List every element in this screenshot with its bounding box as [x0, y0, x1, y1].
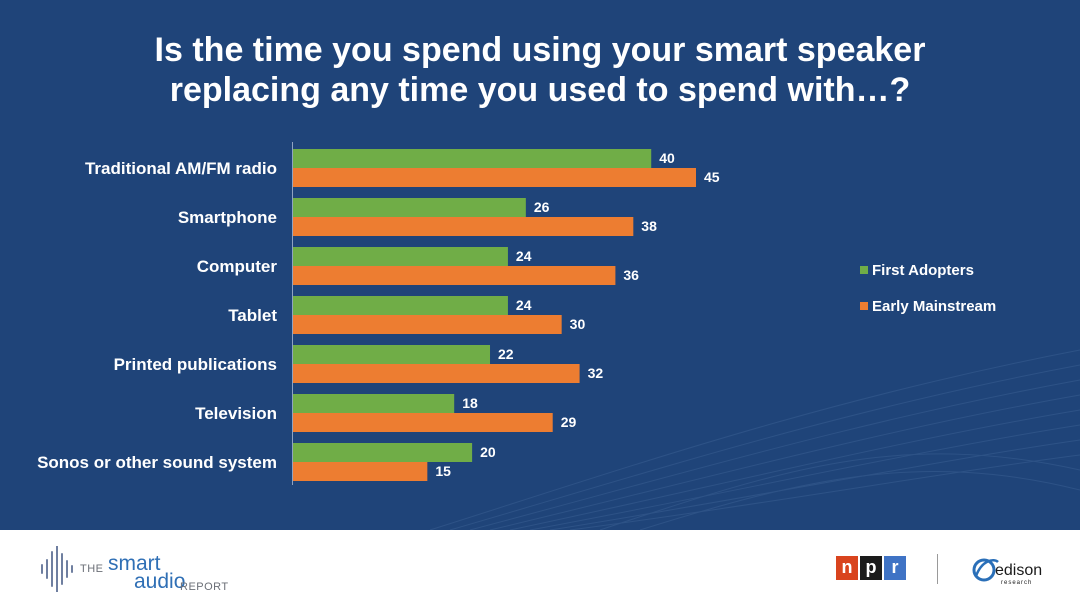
legend-item-first-adopters: First Adopters: [860, 262, 996, 280]
data-label-early-mainstream-printed-publications: 32: [588, 365, 604, 381]
bar-first-adopters-tablet: [293, 296, 508, 315]
legend-swatch-early-mainstream: [860, 302, 868, 310]
title-line-1: Is the time you spend using your smart s…: [154, 31, 926, 69]
bar-first-adopters-printed-publications: [293, 345, 491, 364]
bar-first-adopters-smartphone: [293, 198, 526, 217]
footer: THE smart audio REPORT n p r edison rese…: [0, 530, 1080, 608]
smart-audio-logo-report: REPORT: [180, 581, 229, 593]
soundwave-icon: [41, 546, 73, 592]
edison-logo-name: edison: [995, 562, 1043, 579]
bar-first-adopters-television: [293, 394, 455, 413]
bar-early-mainstream-printed-publications: [293, 364, 580, 383]
data-label-early-mainstream-tablet: 30: [570, 316, 586, 332]
bar-early-mainstream-tablet: [293, 315, 562, 334]
chart-legend: First Adopters Early Mainstream: [860, 262, 996, 334]
data-label-first-adopters-tablet: 24: [516, 297, 532, 313]
legend-label-early-mainstream: Early Mainstream: [872, 298, 997, 315]
wave-decoration: [429, 349, 1080, 530]
edison-swirl-icon: [972, 558, 999, 582]
data-label-first-adopters-printed-publications: 22: [498, 346, 514, 362]
npr-logo: n p r: [836, 556, 906, 580]
legend-swatch-first-adopters: [860, 266, 868, 274]
slide-background: Is the time you spend using your smart s…: [0, 0, 1080, 530]
edison-logo-sub: research: [1001, 580, 1033, 586]
title-line-2: replacing any time you used to spend wit…: [169, 71, 911, 109]
page-title: Is the time you spend using your smart s…: [0, 30, 1080, 110]
legend-label-first-adopters: First Adopters: [872, 262, 974, 279]
logo-divider: [937, 554, 938, 584]
category-label-sonos-or-other-sound-system: Sonos or other sound system: [37, 453, 277, 472]
bar-chart: Traditional AM/FM radio 40 45 Smartphone 26 3…: [37, 142, 720, 485]
data-label-early-mainstream-traditional-am-fm-radio: 45: [704, 169, 720, 185]
data-label-early-mainstream-computer: 36: [623, 267, 639, 283]
bar-first-adopters-sonos-or-other-sound-system: [293, 443, 473, 462]
bar-early-mainstream-traditional-am-fm-radio: [293, 168, 696, 187]
category-label-tablet: Tablet: [228, 306, 277, 325]
data-label-first-adopters-computer: 24: [516, 248, 532, 264]
data-label-first-adopters-television: 18: [462, 395, 478, 411]
npr-logo-n: n: [836, 556, 858, 580]
npr-logo-r: r: [884, 556, 906, 580]
category-label-computer: Computer: [197, 257, 278, 276]
data-label-early-mainstream-television: 29: [561, 414, 577, 430]
data-label-early-mainstream-smartphone: 38: [641, 218, 657, 234]
npr-logo-p: p: [860, 556, 882, 580]
category-label-smartphone: Smartphone: [178, 208, 277, 227]
bar-first-adopters-traditional-am-fm-radio: [293, 149, 652, 168]
data-label-first-adopters-sonos-or-other-sound-system: 20: [480, 444, 496, 460]
bar-early-mainstream-computer: [293, 266, 616, 285]
data-label-first-adopters-traditional-am-fm-radio: 40: [659, 150, 675, 166]
category-label-traditional-am-fm-radio: Traditional AM/FM radio: [85, 159, 277, 178]
data-label-early-mainstream-sonos-or-other-sound-system: 15: [435, 463, 451, 479]
smart-audio-logo-smart: smart: [108, 552, 161, 575]
legend-item-early-mainstream: Early Mainstream: [860, 298, 996, 316]
bar-early-mainstream-sonos-or-other-sound-system: [293, 462, 428, 481]
bar-first-adopters-computer: [293, 247, 508, 266]
data-label-first-adopters-smartphone: 26: [534, 199, 550, 215]
category-label-television: Television: [195, 404, 277, 423]
smart-audio-logo-the: THE: [80, 563, 104, 575]
category-label-printed-publications: Printed publications: [114, 355, 277, 374]
bar-early-mainstream-television: [293, 413, 553, 432]
smart-audio-logo-audio: audio: [134, 570, 186, 593]
bar-early-mainstream-smartphone: [293, 217, 634, 236]
